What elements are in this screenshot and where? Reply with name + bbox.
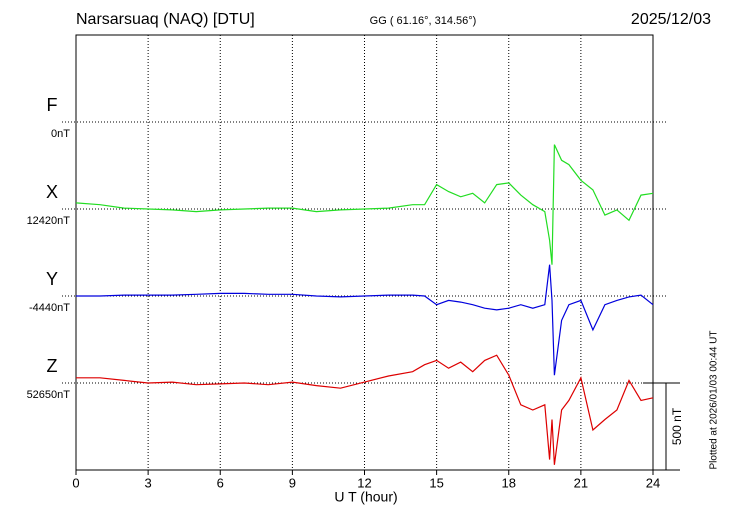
x-tick-label: 12 [357, 475, 371, 490]
x-tick-label: 15 [429, 475, 443, 490]
x-tick-label: 24 [646, 475, 660, 490]
legend-name: Z [47, 356, 58, 376]
x-tick-label: 9 [289, 475, 296, 490]
baseline-label: 12420nT [27, 215, 71, 227]
x-axis-label: U T (hour) [334, 489, 397, 505]
date: 2025/12/03 [631, 11, 711, 28]
x-tick-label: 0 [72, 475, 79, 490]
trace [76, 354, 654, 465]
legend-name: Y [46, 269, 58, 289]
x-tick-label: 3 [145, 475, 152, 490]
baseline-label: 0nT [51, 128, 70, 140]
baseline-label: -4440nT [29, 302, 70, 314]
trace [75, 144, 654, 265]
x-tick-label: 21 [574, 475, 588, 490]
chart-title: Narsarsuaq (NAQ) [DTU] [76, 11, 255, 28]
plot-note: Plotted at 2026/01/03 00:44 UT [709, 331, 720, 470]
subtitle: GG ( 61.16°, 314.56°) [370, 15, 477, 27]
x-tick-label: 18 [502, 475, 516, 490]
trace [76, 264, 654, 376]
baseline-label: 52650nT [27, 389, 71, 401]
x-tick-label: 6 [217, 475, 224, 490]
legend-name: F [47, 95, 58, 115]
legend-name: X [46, 182, 58, 202]
scale-bar-label: 500 nT [670, 407, 684, 445]
